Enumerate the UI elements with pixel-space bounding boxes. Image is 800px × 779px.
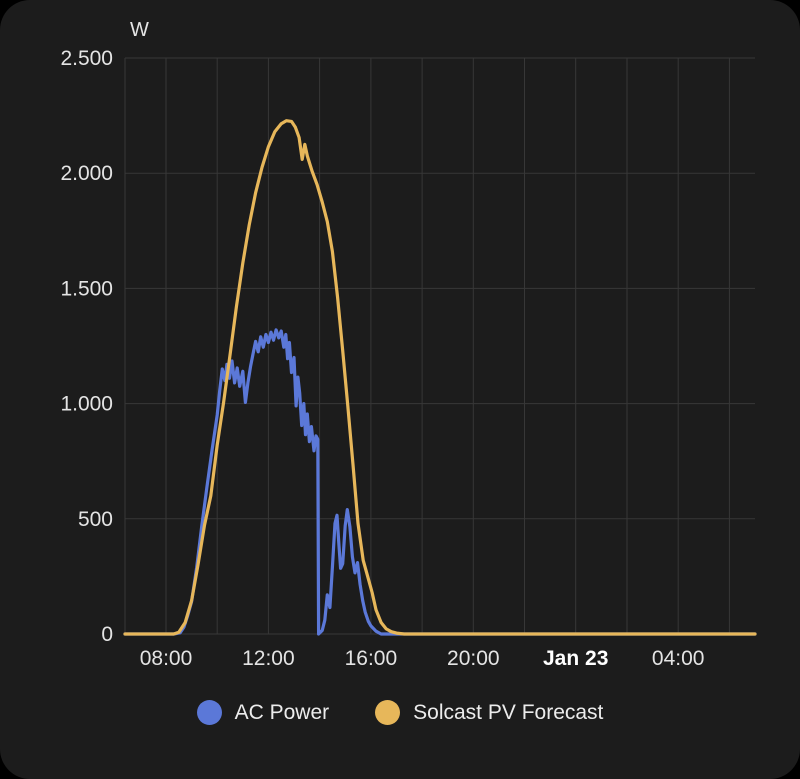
y-axis-unit-label: W	[130, 19, 149, 41]
power-chart: 0 500 1.000 1.500 2.000 2.500 08:00 12:00 16:00 2…	[60, 19, 757, 670]
chart-legend: AC Power Solcast PV Forecast	[0, 700, 800, 725]
y-axis-tick-label: 1.500	[60, 277, 113, 300]
x-axis-tick-label: 12:00	[242, 647, 295, 670]
x-axis-tick-label: 08:00	[140, 647, 193, 670]
y-axis-tick-label: 2.500	[60, 47, 113, 70]
legend-item-ac-power[interactable]: AC Power	[196, 700, 330, 725]
legend-marker-ac-power	[196, 700, 222, 725]
y-axis-tick-label: 1.000	[60, 393, 113, 416]
legend-item-solcast-pv-forecast[interactable]: Solcast PV Forecast	[375, 700, 603, 725]
x-axis-tick-label: Jan 23	[543, 647, 608, 670]
y-axis-tick-label: 2.000	[60, 162, 113, 185]
series-line-solcast-pv-forecast	[123, 119, 757, 636]
series-line-ac-power	[123, 328, 757, 636]
x-axis-tick-label: 16:00	[345, 647, 398, 670]
legend-label-ac-power: AC Power	[234, 701, 330, 724]
legend-label-solcast-pv-forecast: Solcast PV Forecast	[413, 701, 604, 724]
y-axis-tick-label: 0	[101, 623, 113, 646]
x-axis-tick-label: 20:00	[447, 647, 500, 670]
y-axis-tick-label: 500	[78, 508, 113, 531]
legend-marker-solcast-pv-forecast	[375, 700, 401, 725]
x-axis-tick-label: 04:00	[652, 647, 705, 670]
